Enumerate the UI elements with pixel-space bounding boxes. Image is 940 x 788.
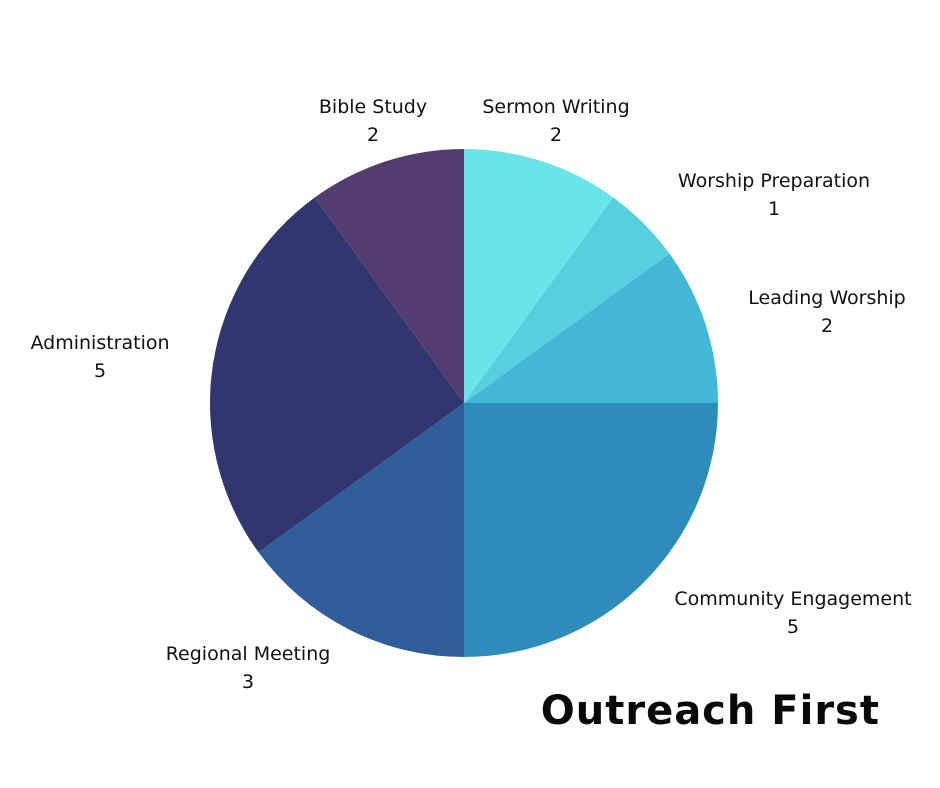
- slice-label-value: 2: [549, 124, 563, 146]
- pie-slice: [258, 403, 464, 657]
- slice-label: Administration 5: [0, 329, 240, 385]
- pie-slice: [209, 197, 464, 553]
- slice-label-value: 2: [366, 124, 380, 146]
- slice-label: Regional Meeting 3: [108, 640, 388, 696]
- slice-label: Worship Preparation 1: [634, 167, 914, 223]
- slice-label-name: Regional Meeting: [165, 643, 331, 665]
- chart-title: Outreach First: [540, 688, 880, 734]
- slice-label-name: Sermon Writing: [482, 96, 630, 118]
- slice-label-value: 2: [820, 315, 834, 337]
- pie-slice: [314, 149, 464, 403]
- pie-slice: [464, 197, 670, 403]
- slice-label-name: Bible Study: [318, 96, 428, 118]
- pie-slice: [464, 149, 614, 403]
- slice-label: Community Engagement 5: [653, 585, 933, 641]
- slice-label-value: 3: [241, 671, 255, 693]
- slice-label-name: Administration: [30, 332, 170, 354]
- slice-label-value: 5: [786, 616, 800, 638]
- slice-label-value: 1: [767, 198, 781, 220]
- slice-label: Bible Study 2: [233, 93, 513, 149]
- pie-slice: [464, 403, 718, 657]
- slice-label-name: Leading Worship: [748, 287, 906, 309]
- slice-label-name: Worship Preparation: [677, 170, 871, 192]
- pie-slice: [464, 253, 718, 403]
- slice-label-name: Community Engagement: [674, 588, 912, 610]
- slice-label: Sermon Writing 2: [416, 93, 696, 149]
- slice-label: Leading Worship 2: [687, 284, 940, 340]
- slice-label-value: 5: [93, 360, 107, 382]
